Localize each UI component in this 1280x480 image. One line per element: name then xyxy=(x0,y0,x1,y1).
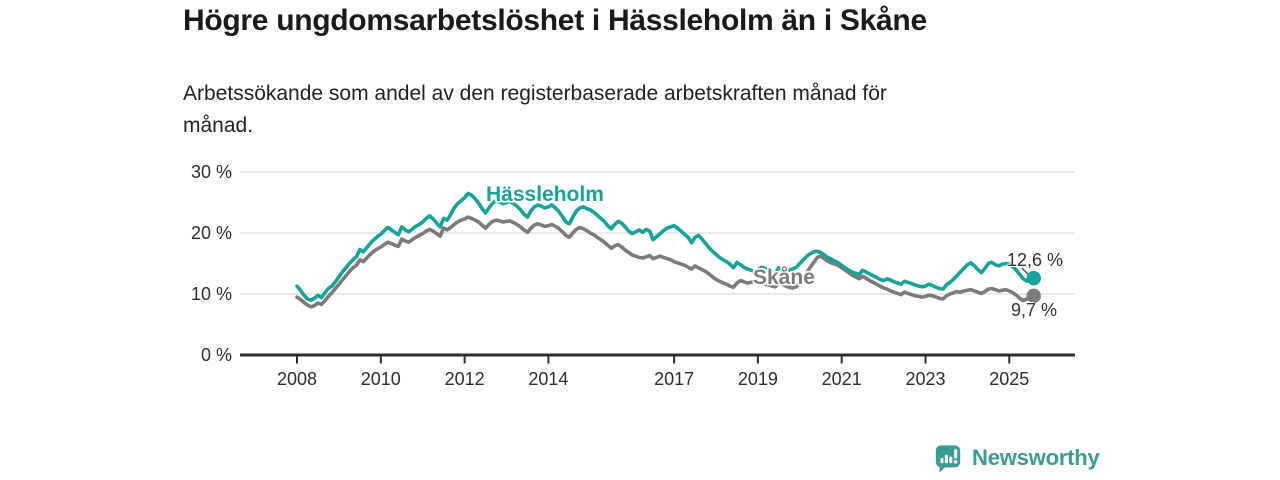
x-tick-label-2014: 2014 xyxy=(528,369,569,389)
x-tick-label-2025: 2025 xyxy=(989,369,1030,389)
series-line-hassleholm xyxy=(295,191,1036,302)
series-label-hassleholm: Hässleholm xyxy=(486,183,604,206)
x-tick-label-2008: 2008 xyxy=(276,369,318,389)
page-title: Högre ungdomsarbetslöshet i Hässleholm ä… xyxy=(183,4,927,37)
end-dot-skane xyxy=(1026,288,1041,304)
end-value-label-skane: 9,7 % xyxy=(1011,300,1058,320)
x-tick-label-2023: 2023 xyxy=(905,369,946,389)
end-value-label-hassleholm: 12,6 % xyxy=(1007,250,1064,270)
newsworthy-logo: Newsworthy xyxy=(933,443,1100,473)
newsworthy-logo-text: Newsworthy xyxy=(972,445,1100,470)
series-line-skane xyxy=(295,215,1036,309)
y-tick-label-30: 30 % xyxy=(190,162,232,182)
x-tick-label-2021: 2021 xyxy=(821,369,862,389)
end-dot-hassleholm xyxy=(1026,270,1041,286)
y-tick-label-20: 20 % xyxy=(190,223,232,243)
subtitle-line-1: Arbetssökande som andel av den registerb… xyxy=(183,82,887,105)
bar-chart-speech-bubble-icon xyxy=(935,445,961,473)
x-tick-label-2012: 2012 xyxy=(444,369,485,389)
subtitle-line-2: månad. xyxy=(183,113,254,137)
x-tick-label-2017: 2017 xyxy=(654,369,695,389)
y-tick-label-10: 10 % xyxy=(190,284,232,304)
y-tick-label-0: 0 % xyxy=(200,345,232,365)
series-label-skane: Skåne xyxy=(753,266,815,289)
chart-subtitle: Arbetssökande som andel av den registerb… xyxy=(183,78,887,141)
x-tick-label-2019: 2019 xyxy=(737,369,778,389)
x-tick-label-2010: 2010 xyxy=(360,369,401,389)
